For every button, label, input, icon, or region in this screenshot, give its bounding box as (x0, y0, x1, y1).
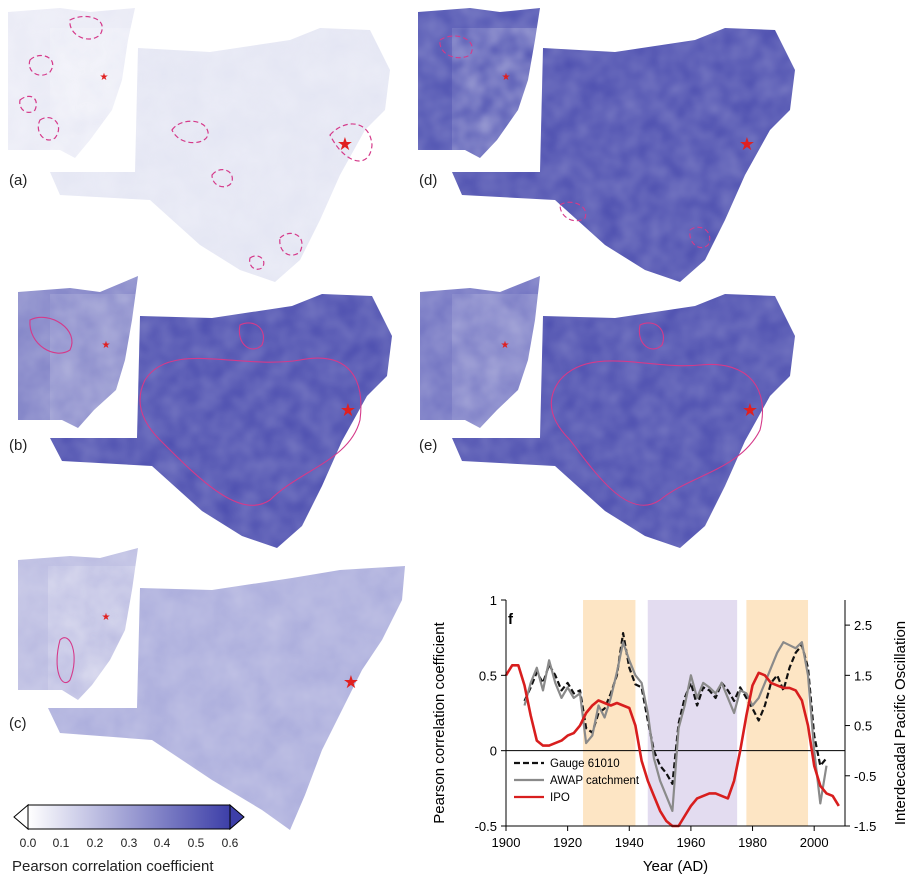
star-marker-inset: ★ (102, 340, 111, 351)
panel-label-f: f (508, 611, 514, 628)
colorbar (13, 803, 245, 831)
star-marker-inset: ★ (501, 340, 510, 351)
shaded-period (583, 600, 636, 826)
star-marker-main: ★ (739, 134, 755, 154)
series-line-gauge-61010 (523, 631, 828, 785)
legend-label: Gauge 61010 (550, 758, 620, 770)
star-marker-main: ★ (337, 134, 353, 154)
y-tick-label-left: 0.5 (479, 668, 497, 683)
star-marker-inset: ★ (100, 72, 109, 83)
x-tick-label: 1900 (492, 835, 521, 850)
panel-label-c: (c) (9, 715, 27, 732)
star-marker-main: ★ (742, 400, 758, 420)
y-axis-label-left: Pearson correlation coefficient (431, 621, 448, 823)
legend-label: AWAP catchment (550, 775, 640, 787)
y-tick-label-left: 1 (490, 593, 497, 608)
star-marker-inset: ★ (102, 612, 111, 623)
map-panel-a: ★ ★ (8, 8, 390, 282)
shaded-period (647, 600, 738, 826)
x-tick-label: 2000 (800, 835, 829, 850)
x-tick-label: 1960 (676, 835, 705, 850)
star-marker-main: ★ (343, 672, 359, 692)
colorbar-tick: 0.5 (187, 836, 205, 850)
colorbar-tick: 0.2 (86, 836, 104, 850)
panel-label-e: (e) (419, 437, 438, 454)
panel-label-a: (a) (9, 172, 28, 189)
y-tick-label-left: -0.5 (475, 819, 497, 834)
star-marker-inset: ★ (502, 72, 511, 83)
panel-label-b: (b) (9, 437, 28, 454)
colorbar-tick: 0.4 (153, 836, 171, 850)
y-tick-label-right: -0.5 (854, 769, 876, 784)
star-marker-main: ★ (340, 400, 356, 420)
colorbar-label: Pearson correlation coefficient (12, 858, 214, 875)
legend-label: IPO (550, 792, 570, 804)
colorbar-tick: 0.0 (19, 836, 37, 850)
colorbar-tick: 0.3 (120, 836, 138, 850)
y-axis-label-right: Interdecadal Pacific Oscillation (892, 621, 909, 825)
y-tick-label-left: 0 (490, 744, 497, 759)
x-tick-label: 1920 (553, 835, 582, 850)
y-tick-label-right: 0.5 (854, 719, 872, 734)
x-tick-label: 1940 (615, 835, 644, 850)
map-panel-c: ★ ★ (18, 548, 405, 830)
panel-label-d: (d) (419, 172, 438, 189)
y-tick-label-right: 1.5 (854, 668, 872, 683)
map-panel-d: ★ ★ (418, 8, 795, 282)
shaded-period (746, 600, 809, 826)
x-axis-label: Year (AD) (643, 858, 708, 875)
y-tick-label-right: 2.5 (854, 618, 872, 633)
colorbar-tick: 0.1 (52, 836, 70, 850)
map-panel-e: ★ ★ (420, 276, 795, 548)
x-tick-label: 1980 (738, 835, 767, 850)
colorbar-tick: 0.6 (221, 836, 239, 850)
y-tick-label-right: -1.5 (854, 819, 876, 834)
map-panel-b: ★ ★ (18, 276, 392, 548)
chart-f: 1900 1920 1940 1960 1980 2000 -0.5 0 0.5 1 -1.5 -0.… (431, 593, 909, 875)
series-line-awap-catchment (523, 641, 828, 812)
